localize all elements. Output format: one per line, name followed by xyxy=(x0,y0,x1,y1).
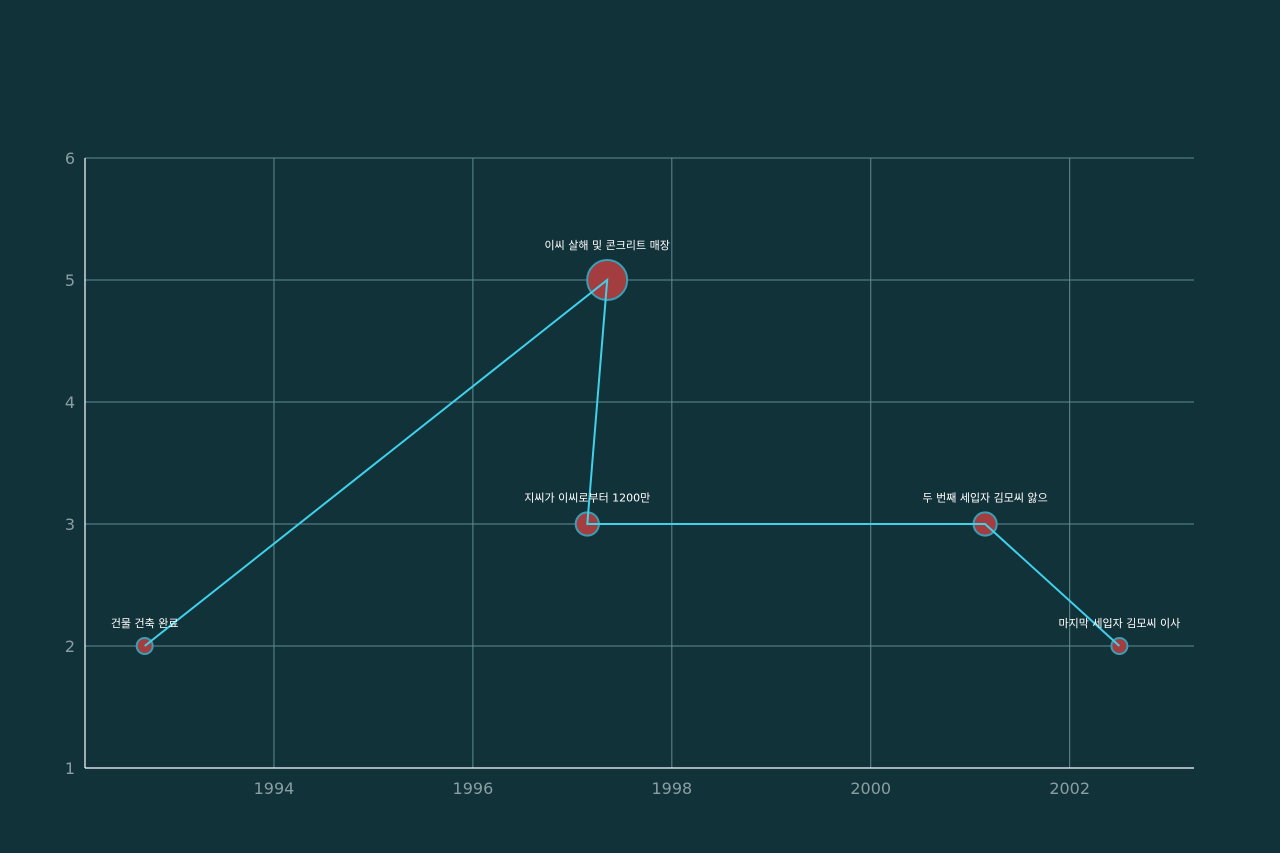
axes xyxy=(84,158,1194,769)
x-tick-label-0: 1994 xyxy=(254,779,295,798)
point-label-1: 이씨 살해 및 콘크리트 매장 xyxy=(545,238,670,252)
point-label-0: 건물 건축 완료 xyxy=(111,617,179,630)
tick-labels: 1994 1996 1998 2000 2002 1 2 3 4 5 6 xyxy=(65,149,1090,798)
x-tick-label-1: 1996 xyxy=(453,779,494,798)
y-tick-label-1: 2 xyxy=(65,637,75,656)
y-tick-label-3: 4 xyxy=(65,393,75,412)
point-label-2: 지씨가 이씨로부터 1200만 xyxy=(524,491,650,504)
series xyxy=(135,259,1129,655)
point-label-3: 두 번째 세입자 김모씨 앓으 xyxy=(922,491,1047,504)
x-tick-label-2: 1998 xyxy=(651,779,692,798)
series-line xyxy=(144,277,1121,647)
x-tick-label-4: 2002 xyxy=(1049,779,1090,798)
y-tick-label-2: 3 xyxy=(65,515,75,534)
x-tick-label-3: 2000 xyxy=(850,779,891,798)
y-tick-label-0: 1 xyxy=(65,759,75,778)
point-label-4: 마지막 세입자 김모씨 이사 xyxy=(1058,617,1180,630)
y-tick-label-5: 6 xyxy=(65,149,75,168)
y-tick-label-4: 5 xyxy=(65,271,75,290)
